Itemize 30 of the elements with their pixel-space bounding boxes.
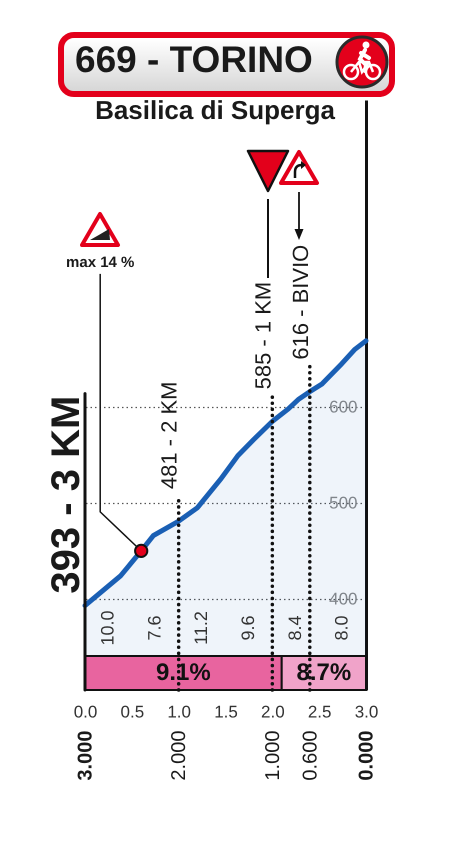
chart-title: 669 - TORINO	[75, 38, 313, 82]
x-tick-label: 0.0	[74, 702, 98, 722]
band-label: 8.7%	[296, 659, 352, 686]
annotation: 10.0	[97, 610, 118, 646]
y-tick-label: 500	[329, 493, 358, 512]
x-tick-label: 0.5	[120, 702, 144, 722]
x2-tick-label: 2.000	[168, 730, 190, 781]
annotation: 9.6	[238, 615, 258, 641]
annotation: 8.0	[332, 615, 352, 641]
x2-tick-label: 0.600	[299, 730, 322, 781]
x2-tick-label: 1.000	[262, 730, 284, 781]
band-label: 9.1%	[156, 659, 211, 686]
x-tick-label: 3.0	[354, 702, 378, 722]
x2-tick-label: 3.000	[74, 730, 96, 781]
annotation: 7.6	[144, 615, 164, 641]
annotation: max 14 %	[66, 254, 134, 271]
y-tick-label: 600	[329, 397, 358, 416]
annotation: 8.4	[284, 615, 305, 641]
ref-line-label: 393 - 3 KM	[44, 396, 88, 594]
x-tick-label: 1.5	[214, 702, 238, 722]
y-tick-label: 400	[329, 589, 358, 608]
x-tick-label: 2.0	[261, 702, 285, 722]
x-tick-label: 1.0	[167, 702, 191, 722]
ref-line-label: 616 - BIVIO	[288, 244, 313, 360]
ref-line-label: 481 - 2 KM	[156, 382, 182, 490]
ref-line-label: 585 - 1 KM	[250, 282, 276, 390]
annotation: 11.2	[191, 611, 212, 645]
chart-subtitle: Basilica di Superga	[95, 95, 335, 125]
x2-tick-label: 0.000	[356, 730, 378, 781]
x-tick-label: 2.5	[308, 702, 332, 722]
